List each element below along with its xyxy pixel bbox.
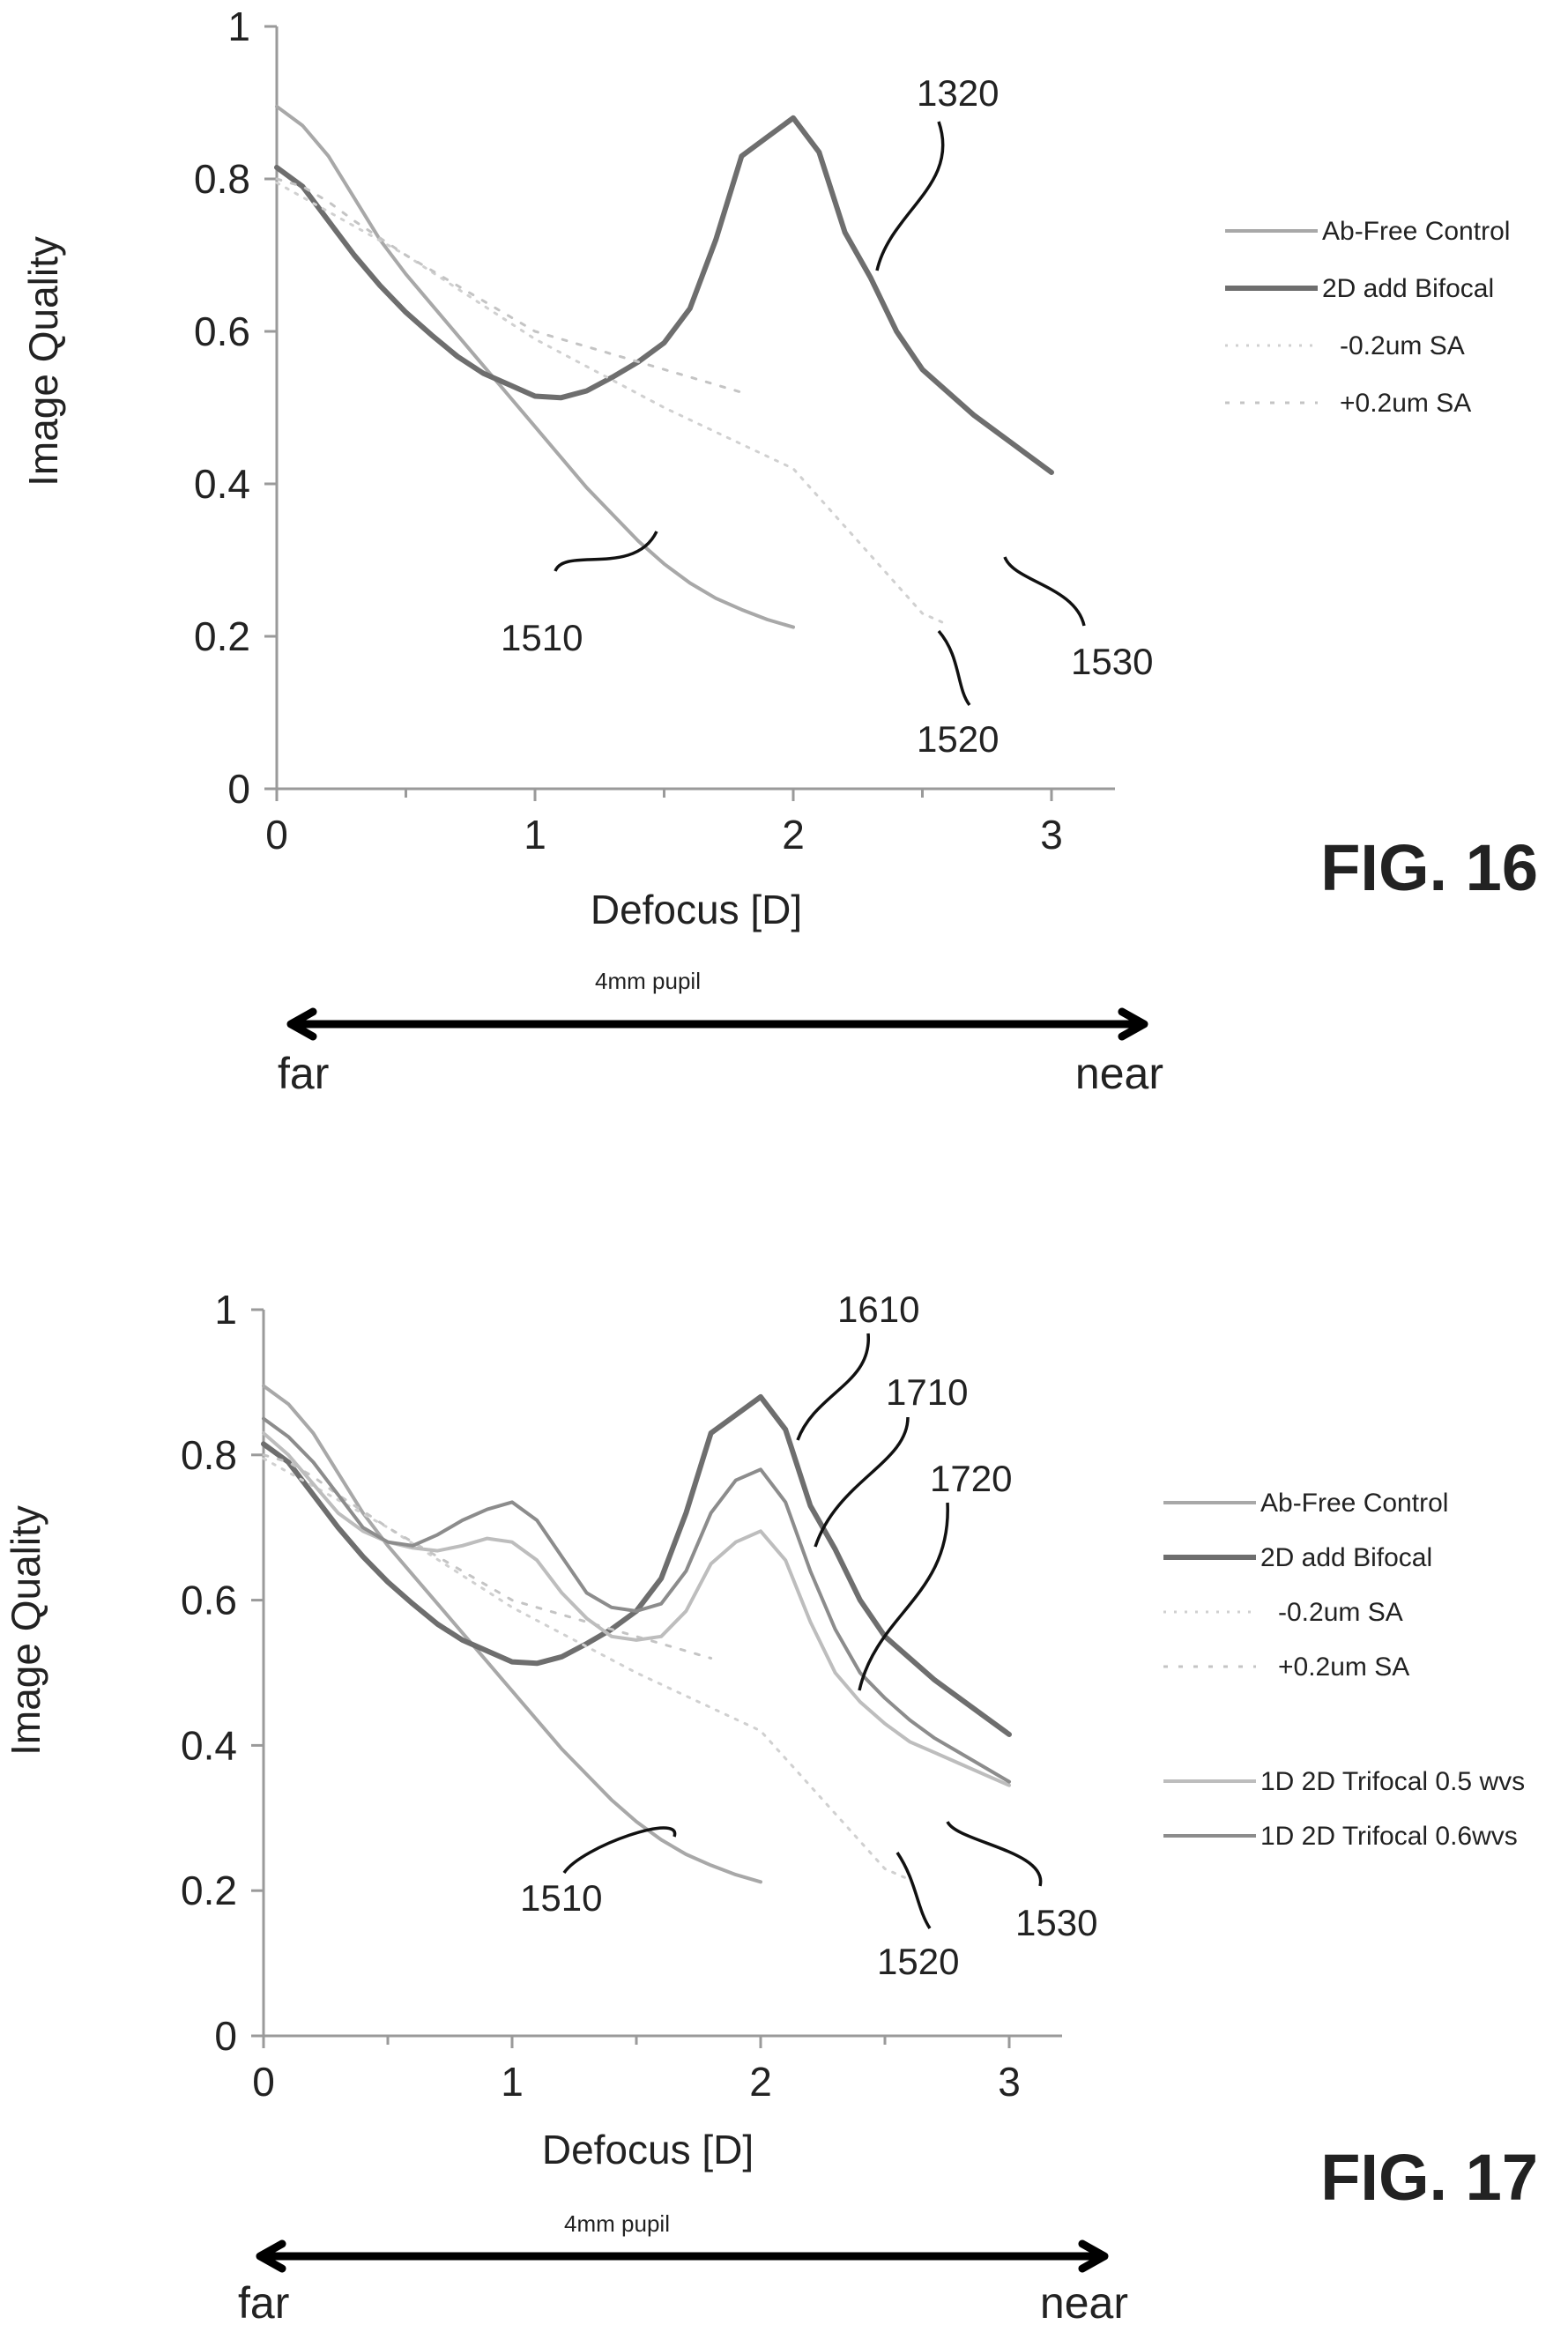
y-tick-label: 0 — [214, 2013, 237, 2059]
legend-entry: -0.2um SA — [1278, 1598, 1403, 1627]
series-line-5 — [262, 1416, 1011, 1784]
fig-17-chart: 0 0.2 0.4 0.6 0.8 1 0 1 2 3 Image Quality Defocu… — [3, 1287, 1538, 2328]
series-line-1 — [274, 115, 1054, 475]
callout-1520: 1520 — [917, 718, 999, 760]
callout-1510: 1510 — [520, 1877, 602, 1919]
leader-1530 — [946, 1821, 1043, 1887]
leader-1510 — [554, 531, 658, 572]
y-tick-label: 0.6 — [194, 308, 250, 354]
x-tick-label: 3 — [998, 2059, 1021, 2105]
y-axis-label: Image Quality — [20, 236, 66, 486]
leader-1510 — [562, 1826, 677, 1875]
y-tick-label: 1 — [214, 1287, 237, 1333]
figure-label: FIG. 16 — [1320, 831, 1538, 904]
legend-entry: -0.2um SA — [1340, 331, 1465, 360]
leader-1720 — [858, 1502, 949, 1691]
pupil-label: 4mm pupil — [595, 968, 701, 994]
leader-1520 — [937, 629, 971, 707]
y-tick-label: 0.8 — [181, 1432, 237, 1478]
x-tick-label: 2 — [749, 2059, 772, 2105]
leader-1710 — [814, 1416, 910, 1548]
far-label: far — [278, 1049, 329, 1098]
legend-entry: Ab-Free Control — [1260, 1489, 1448, 1518]
series-line-0 — [262, 1384, 762, 1884]
far-label: far — [238, 2278, 289, 2328]
x-tick-label: 0 — [252, 2059, 275, 2105]
legend-entry: 1D 2D Trifocal 0.6wvs — [1260, 1822, 1518, 1851]
x-tick-label: 0 — [265, 812, 288, 858]
legend-entry: +0.2um SA — [1340, 389, 1471, 418]
leader-1610 — [796, 1333, 870, 1441]
callout-1530: 1530 — [1071, 641, 1153, 682]
near-label: near — [1040, 2278, 1128, 2328]
y-tick-label: 0.2 — [194, 613, 250, 659]
legend-entry: +0.2um SA — [1278, 1652, 1409, 1682]
callout-1720: 1720 — [930, 1458, 1012, 1499]
callout-1320: 1320 — [917, 72, 999, 114]
far-near-arrow — [256, 2239, 1109, 2273]
legend-entry: 1D 2D Trifocal 0.5 wvs — [1260, 1767, 1525, 1796]
y-tick-label: 0 — [227, 766, 250, 812]
leader-1320 — [875, 121, 945, 271]
callout-1510: 1510 — [501, 617, 583, 658]
x-tick-label: 2 — [782, 812, 805, 858]
series-line-2 — [262, 1457, 911, 1882]
near-label: near — [1075, 1049, 1163, 1098]
y-tick-label: 0.4 — [181, 1722, 237, 1768]
legend-entry: 2D add Bifocal — [1260, 1543, 1432, 1572]
x-axis-label: Defocus [D] — [591, 887, 802, 932]
callout-1520: 1520 — [877, 1941, 959, 1982]
x-tick-label: 1 — [524, 812, 546, 858]
callout-1530: 1530 — [1015, 1902, 1097, 1943]
series-line-3 — [275, 177, 743, 394]
series-line-3 — [262, 1453, 713, 1660]
x-axis-label: Defocus [D] — [542, 2127, 754, 2172]
legend-entry: 2D add Bifocal — [1322, 274, 1494, 303]
y-tick-label: 0.8 — [194, 156, 250, 202]
series-line-0 — [275, 104, 795, 629]
leader-1520 — [895, 1852, 932, 1929]
y-axis-label: Image Quality — [3, 1505, 48, 1756]
y-tick-label: 1 — [227, 4, 250, 49]
x-tick-label: 1 — [501, 2059, 524, 2105]
leader-1530 — [1003, 556, 1086, 627]
legend-entry: Ab-Free Control — [1322, 217, 1510, 246]
pupil-label: 4mm pupil — [564, 2210, 670, 2237]
figure-label: FIG. 17 — [1320, 2141, 1538, 2214]
callout-1710: 1710 — [886, 1371, 968, 1413]
callout-1610: 1610 — [837, 1289, 919, 1330]
y-tick-label: 0.4 — [194, 461, 250, 507]
y-tick-label: 0.2 — [181, 1868, 237, 1913]
y-tick-label: 0.6 — [181, 1578, 237, 1623]
x-tick-label: 3 — [1040, 812, 1063, 858]
fig-16-chart: 0 0.2 0.4 0.6 0.8 1 0 1 2 3 Image Quality Defocu… — [20, 4, 1538, 1098]
far-near-arrow — [286, 1007, 1148, 1041]
